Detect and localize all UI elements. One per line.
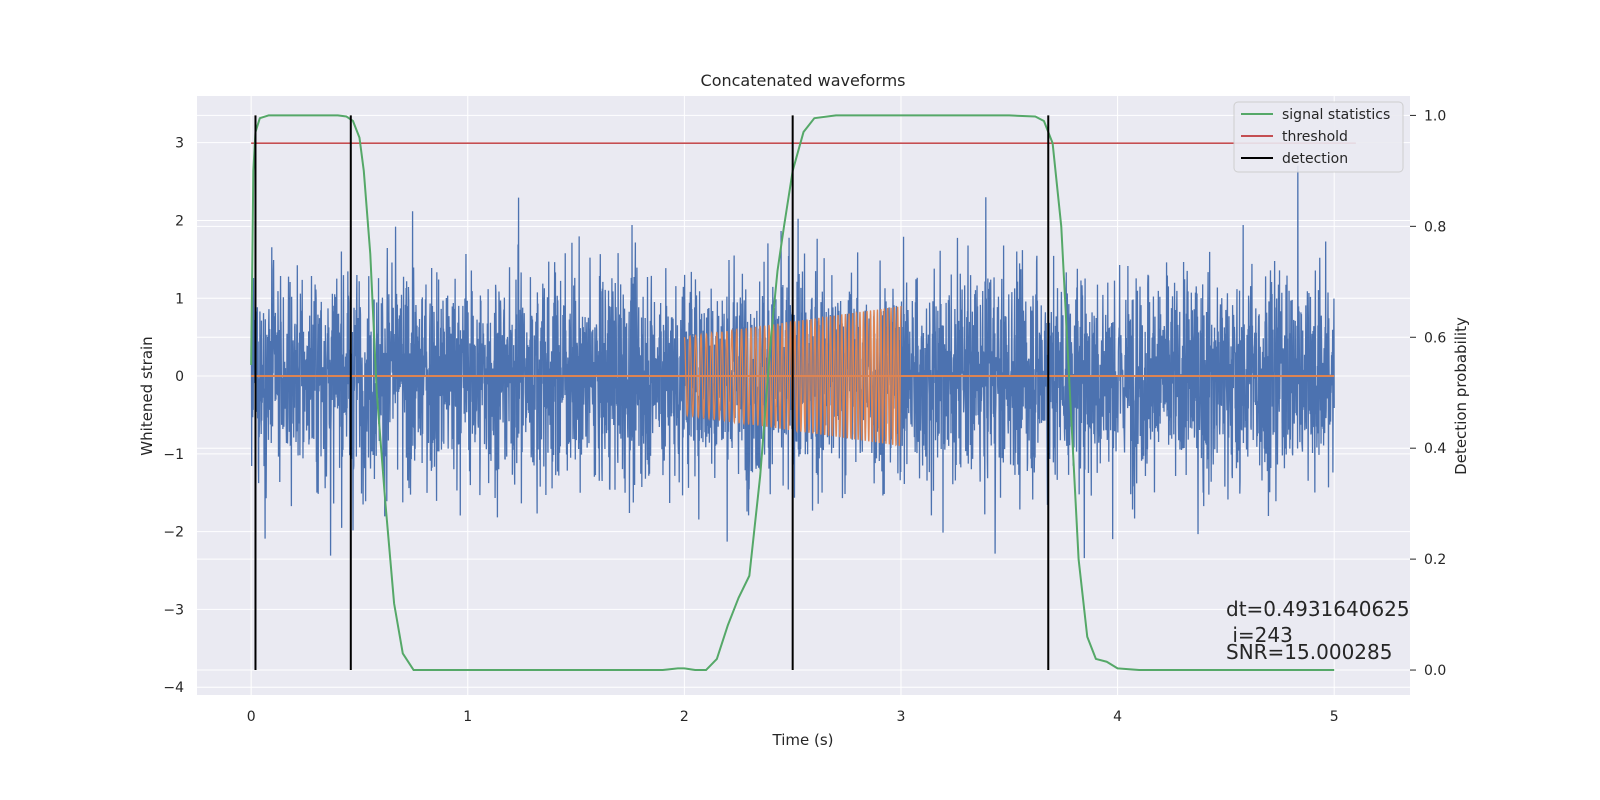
y-left-tick-label: −4	[163, 680, 184, 696]
y-right-tick-label: 0.8	[1424, 219, 1446, 235]
legend-label-detection: detection	[1282, 151, 1348, 167]
right-axis-layer	[250, 114, 1356, 672]
y-left-tick-label: 0	[175, 369, 184, 385]
chart-title: Concatenated waveforms	[701, 71, 906, 90]
x-tick-label: 2	[680, 709, 689, 725]
y-axis-label-right: Detection probability	[1452, 317, 1470, 475]
y-left-tick-label: −1	[163, 447, 184, 463]
y-right-tick-label: 0.6	[1424, 330, 1446, 346]
y-left-tick-label: −3	[163, 602, 184, 618]
y-right-tick-label: 1.0	[1424, 108, 1446, 124]
ticks: 0 1 2 3 4 5 −4 −3 −2 −1 0 1 2 3 0.0 0.2 0.4 0.6 0.8 1.0	[163, 108, 1446, 725]
x-tick-label: 1	[463, 709, 472, 725]
y-left-tick-label: 1	[175, 291, 184, 307]
y-left-tick-label: −2	[163, 525, 184, 541]
y-right-tick-label: 0.4	[1424, 441, 1446, 457]
x-tick-label: 4	[1113, 709, 1122, 725]
legend: signal statistics threshold detection	[1233, 101, 1404, 173]
y-axis-label-left: Whitened strain	[138, 336, 156, 455]
legend-box	[1233, 101, 1404, 173]
annotation-snr: SNR=15.000285	[1226, 640, 1392, 664]
x-tick-label: 0	[247, 709, 256, 725]
x-axis-label: Time (s)	[772, 731, 834, 749]
y-left-tick-label: 2	[175, 213, 184, 229]
legend-label-threshold: threshold	[1282, 129, 1348, 145]
annotation-dt: dt=0.4931640625	[1226, 597, 1410, 621]
y-right-tick-label: 0.0	[1424, 663, 1446, 679]
signal-statistics-line	[250, 114, 1335, 672]
annotation-index: i=243	[1226, 623, 1293, 647]
y-right-tick-label: 0.2	[1424, 552, 1446, 568]
legend-label-signal-statistics: signal statistics	[1282, 107, 1390, 123]
x-tick-label: 3	[897, 709, 906, 725]
x-tick-label: 5	[1330, 709, 1339, 725]
y-left-tick-label: 3	[175, 136, 184, 152]
